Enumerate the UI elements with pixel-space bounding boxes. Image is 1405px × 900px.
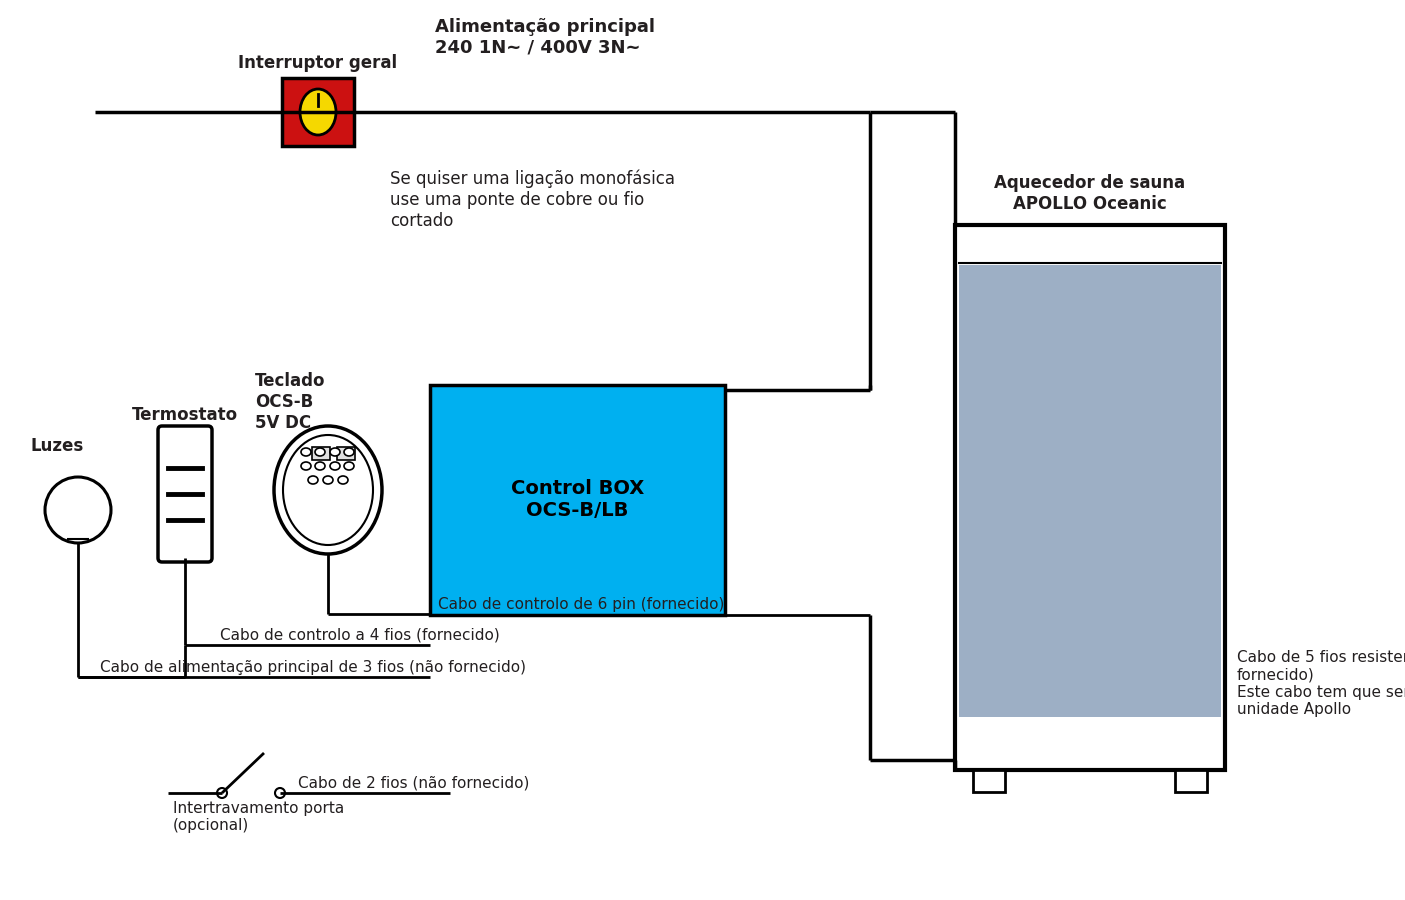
Ellipse shape <box>308 476 318 484</box>
Text: Cabo de 5 fios resistente ao calor em silicone (não
fornecido)
Este cabo tem que: Cabo de 5 fios resistente ao calor em si… <box>1236 650 1405 717</box>
Text: Cabo de controlo a 4 fios (fornecido): Cabo de controlo a 4 fios (fornecido) <box>221 628 500 643</box>
Text: Cabo de controlo de 6 pin (fornecido): Cabo de controlo de 6 pin (fornecido) <box>438 597 725 612</box>
Ellipse shape <box>330 462 340 470</box>
Circle shape <box>45 477 111 543</box>
Ellipse shape <box>323 476 333 484</box>
Text: Intertravamento porta
(opcional): Intertravamento porta (opcional) <box>173 801 344 833</box>
Ellipse shape <box>344 448 354 456</box>
Ellipse shape <box>274 426 382 554</box>
Text: Alimentação principal
240 1N~ / 400V 3N~: Alimentação principal 240 1N~ / 400V 3N~ <box>436 18 655 57</box>
Ellipse shape <box>330 448 340 456</box>
Bar <box>955 225 1225 770</box>
Text: Cabo de 2 fios (não fornecido): Cabo de 2 fios (não fornecido) <box>298 775 530 790</box>
Bar <box>312 447 330 460</box>
Text: Teclado
OCS-B
5V DC: Teclado OCS-B 5V DC <box>254 372 326 432</box>
Bar <box>1175 770 1207 792</box>
Text: Termostato: Termostato <box>132 406 237 424</box>
Bar <box>337 447 355 460</box>
Ellipse shape <box>282 435 372 545</box>
Bar <box>974 770 1005 792</box>
Bar <box>282 78 354 146</box>
Ellipse shape <box>301 89 336 135</box>
Text: Se quiser uma ligação monofásica
use uma ponte de cobre ou fio
cortado: Se quiser uma ligação monofásica use uma… <box>391 170 674 230</box>
Ellipse shape <box>339 476 348 484</box>
Circle shape <box>275 788 285 798</box>
Text: Luzes: Luzes <box>30 437 83 455</box>
Ellipse shape <box>315 462 325 470</box>
Ellipse shape <box>301 462 311 470</box>
Circle shape <box>216 788 228 798</box>
Ellipse shape <box>344 462 354 470</box>
Text: Control BOX
OCS-B/LB: Control BOX OCS-B/LB <box>511 480 643 520</box>
Text: Aquecedor de sauna
APOLLO Oceanic: Aquecedor de sauna APOLLO Oceanic <box>995 175 1186 213</box>
Ellipse shape <box>315 448 325 456</box>
Bar <box>960 265 1221 717</box>
Text: Interruptor geral: Interruptor geral <box>239 54 398 72</box>
FancyBboxPatch shape <box>157 426 212 562</box>
Bar <box>430 385 725 615</box>
Text: Cabo de alimentação principal de 3 fios (não fornecido): Cabo de alimentação principal de 3 fios … <box>100 660 525 675</box>
Ellipse shape <box>301 448 311 456</box>
